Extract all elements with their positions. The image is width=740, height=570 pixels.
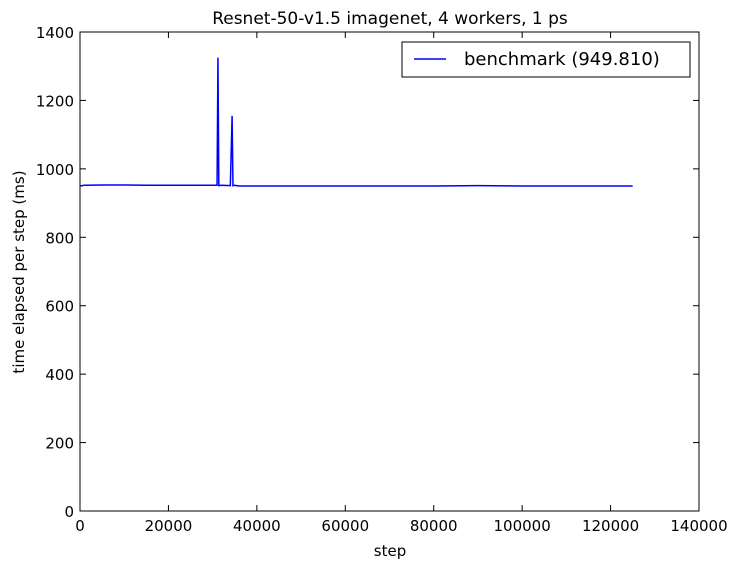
legend-box — [401, 41, 691, 78]
legend-label: benchmark (949.810) — [464, 49, 660, 70]
y-tick-label: 800 — [45, 229, 74, 247]
plot-frame — [79, 31, 700, 512]
y-tick-label: 400 — [45, 366, 74, 384]
chart-title: Resnet-50-v1.5 imagenet, 4 workers, 1 ps — [212, 9, 568, 29]
x-tick-label: 100000 — [494, 517, 551, 535]
y-tick-label: 200 — [45, 435, 74, 453]
x-axis-ticks: 0 20000 40000 60000 80000 100000 120000 140000 — [75, 32, 728, 535]
legend: benchmark (949.810) — [401, 41, 691, 78]
y-tick-label: 1400 — [36, 24, 74, 42]
y-axis-label: time elapsed per step (ms) — [10, 170, 28, 373]
x-tick-label: 60000 — [321, 517, 369, 535]
x-tick-label: 140000 — [670, 517, 727, 535]
x-tick-label: 0 — [75, 517, 85, 535]
series-layer — [79, 57, 633, 187]
x-tick-label: 40000 — [233, 517, 281, 535]
y-tick-label: 600 — [45, 298, 74, 316]
y-tick-label: 1000 — [36, 161, 74, 179]
y-tick-label: 0 — [64, 503, 74, 521]
y-tick-label: 1200 — [36, 92, 74, 110]
x-tick-label: 80000 — [410, 517, 458, 535]
x-tick-label: 20000 — [145, 517, 193, 535]
x-axis-label: step — [374, 542, 406, 560]
x-tick-label: 120000 — [582, 517, 639, 535]
y-axis-ticks: 0 200 400 600 800 1000 1200 1400 — [36, 24, 699, 521]
series-line — [79, 57, 633, 187]
